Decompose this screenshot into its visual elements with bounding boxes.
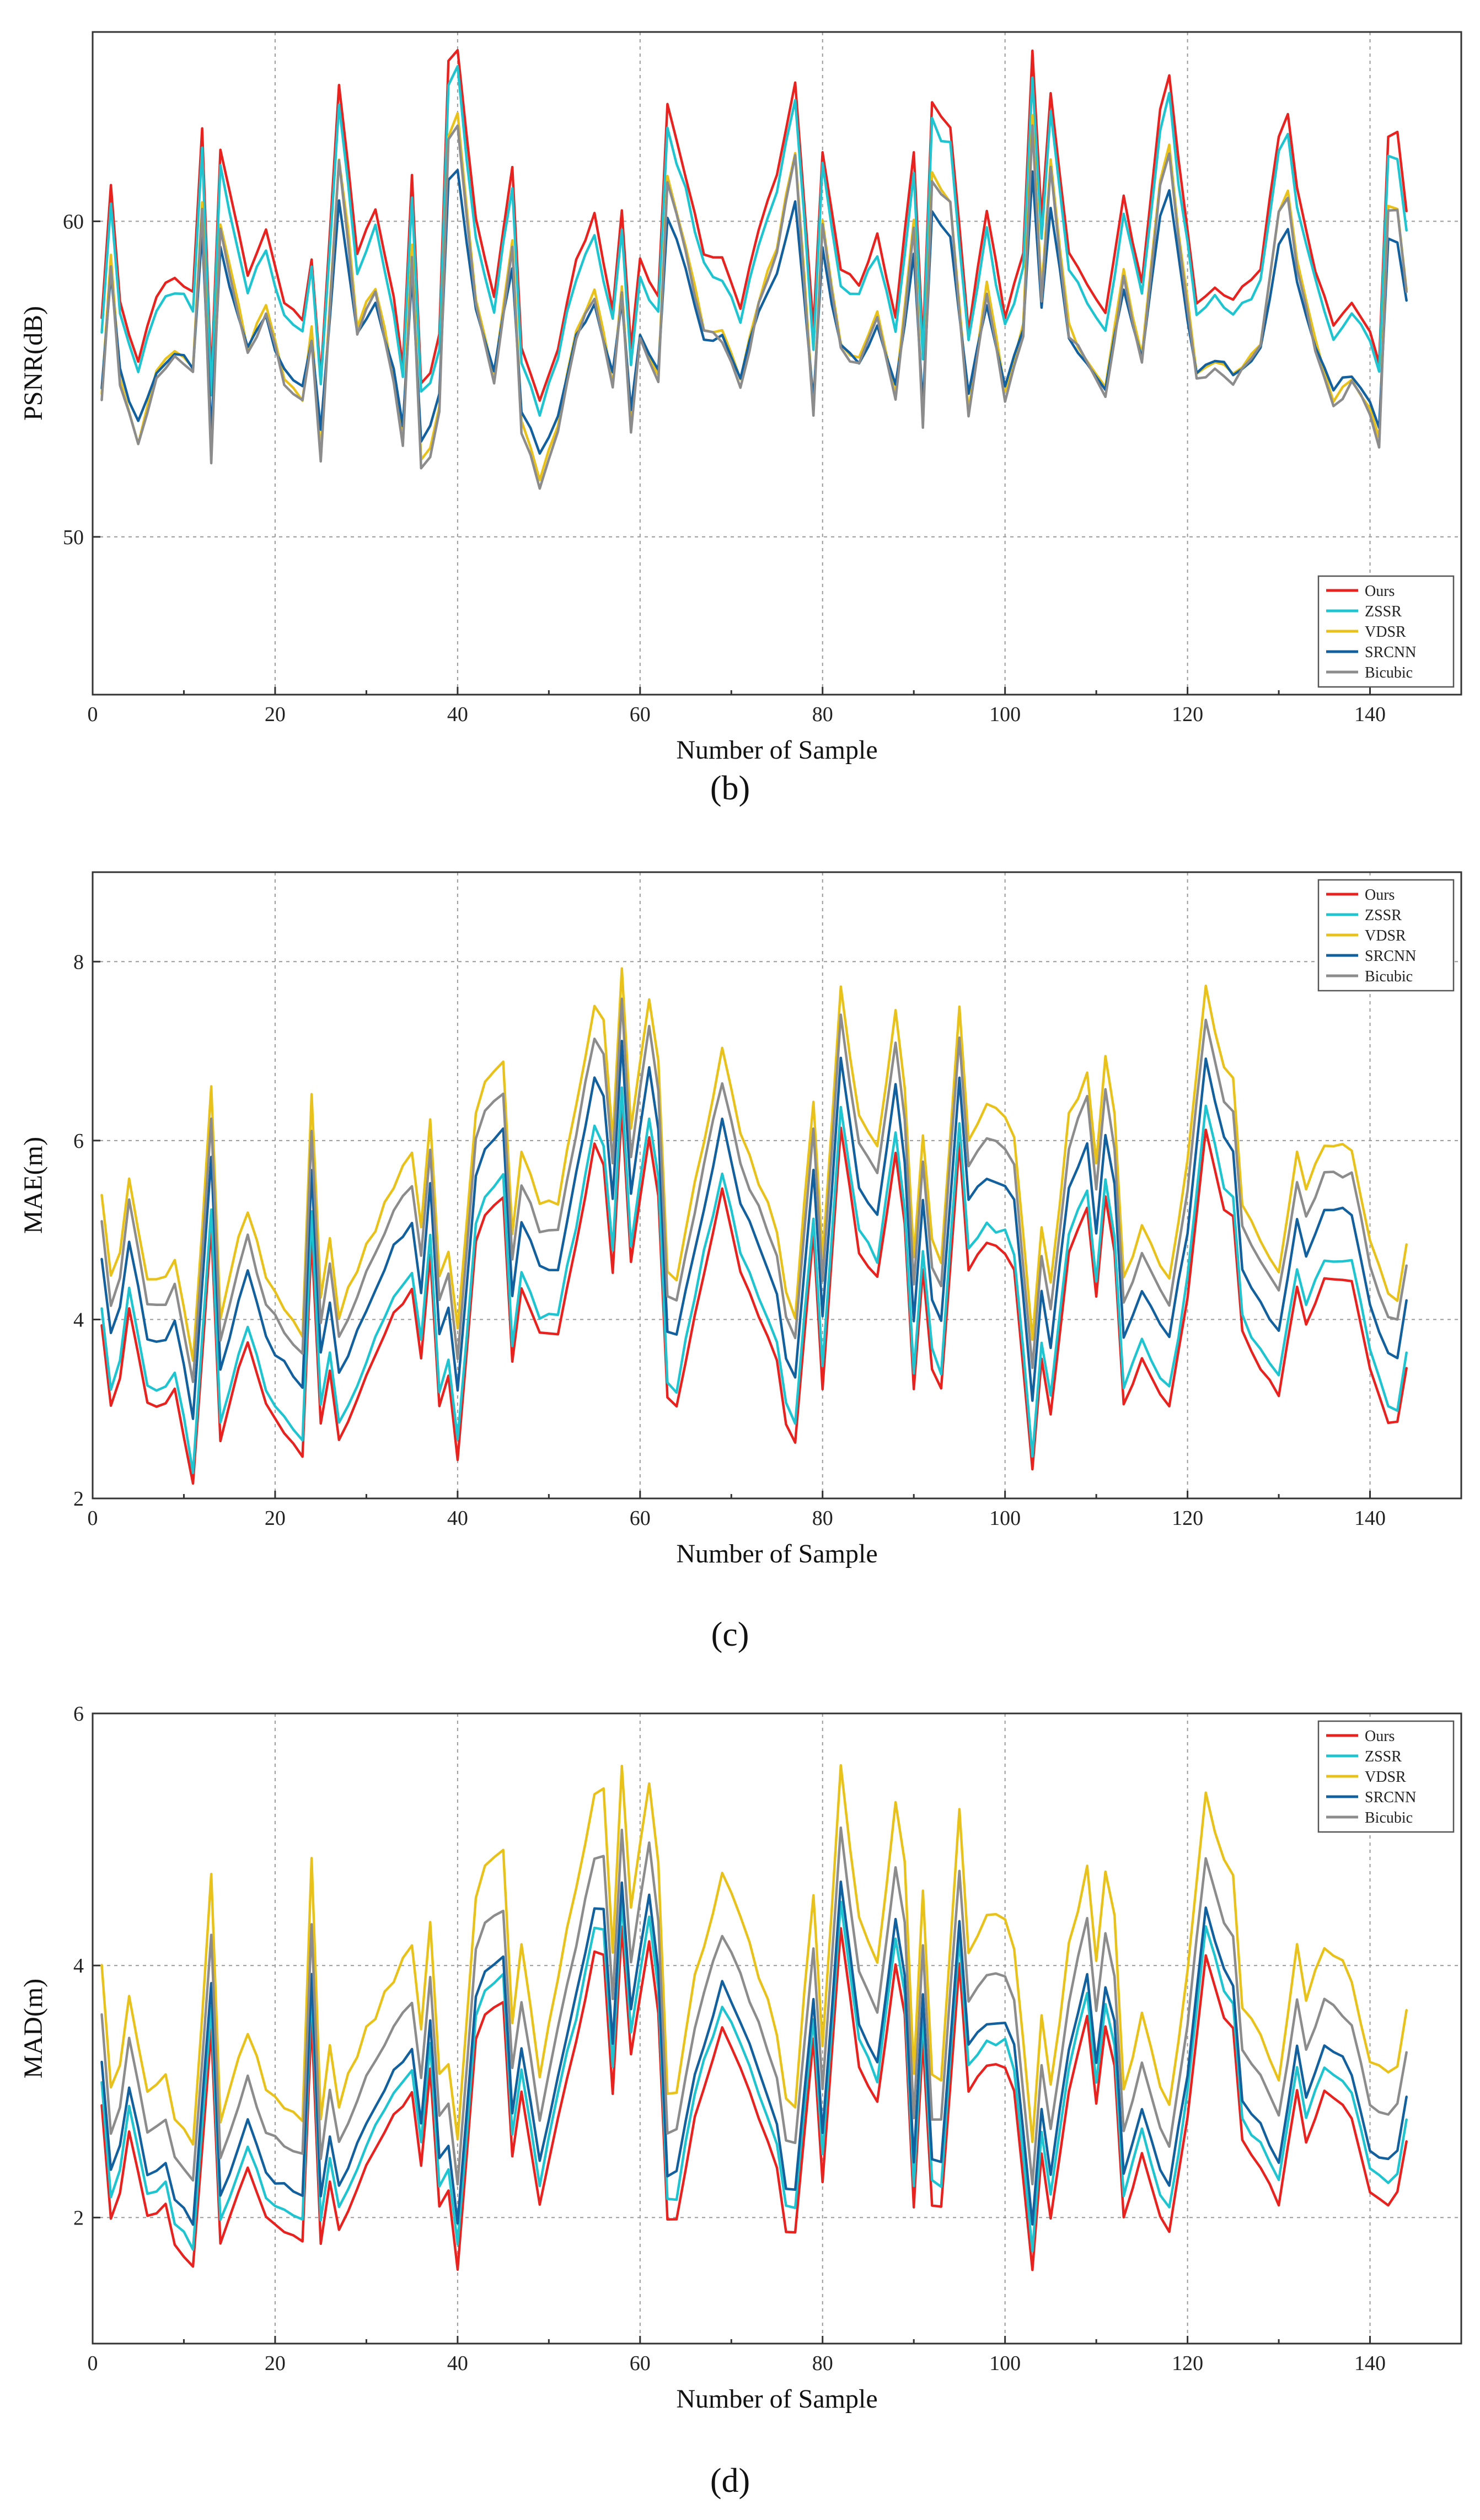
legend: Ours ZSSR VDSR SRCNN Bicubic — [1317, 1720, 1455, 1833]
legend-label: ZSSR — [1365, 907, 1402, 924]
series-line-zssr — [100, 65, 1408, 417]
legend-label: Bicubic — [1365, 664, 1413, 681]
series-line-srcnn — [100, 1880, 1408, 2226]
y-tick-label: 8 — [73, 950, 84, 974]
series-line-vdsr — [100, 1764, 1408, 2146]
series-line-ours — [100, 1106, 1408, 1485]
legend-label: Bicubic — [1365, 1809, 1413, 1826]
legend-label: SRCNN — [1365, 948, 1416, 965]
x-tick-label: 140 — [1354, 703, 1386, 726]
x-axis-label: Number of Sample — [676, 735, 877, 765]
x-tick-label: 120 — [1172, 2352, 1203, 2375]
legend-label: ZSSR — [1365, 603, 1402, 620]
chart-panel-2: 0 20 40 60 80 100 120 140 2 4 6 8 Number of Sample MA… — [19, 871, 1462, 1653]
x-tick-label: 120 — [1172, 703, 1203, 726]
plot-frame — [92, 31, 1462, 696]
x-tick-label: 40 — [447, 1507, 468, 1530]
legend: Ours ZSSR VDSR SRCNN Bicubic — [1317, 879, 1455, 992]
x-tick-label: 40 — [447, 703, 468, 726]
x-tick-label: 100 — [989, 1507, 1021, 1530]
y-tick-label: 60 — [63, 210, 84, 233]
x-tick-label: 120 — [1172, 1507, 1203, 1530]
y-tick-label: 50 — [63, 526, 84, 549]
legend-label: VDSR — [1365, 927, 1406, 944]
series-line-vdsr — [100, 967, 1408, 1362]
series-line-srcnn — [100, 169, 1408, 455]
x-tick-label: 0 — [88, 2352, 98, 2375]
series-line-vdsr — [100, 112, 1408, 481]
x-tick-label: 20 — [265, 1507, 286, 1530]
series-line-srcnn — [100, 1040, 1408, 1420]
x-tick-label: 20 — [265, 703, 286, 726]
legend-label: Bicubic — [1365, 968, 1413, 985]
series-line-bicubic — [100, 124, 1408, 490]
y-tick-label: 2 — [73, 2206, 84, 2229]
y-axis-label: PSNR(dB) — [19, 306, 48, 421]
x-tick-label: 0 — [88, 1507, 98, 1530]
x-tick-label: 80 — [812, 2352, 833, 2375]
x-tick-label: 80 — [812, 703, 833, 726]
series-line-zssr — [100, 1086, 1408, 1474]
x-tick-label: 100 — [989, 2352, 1021, 2375]
y-tick-label: 2 — [73, 1487, 84, 1511]
x-tick-label: 20 — [265, 2352, 286, 2375]
plot-frame — [92, 1712, 1462, 2345]
legend-label: Ours — [1365, 886, 1395, 904]
panel-caption: (b) — [710, 770, 750, 807]
x-tick-label: 140 — [1354, 1507, 1386, 1530]
panel-caption: (d) — [710, 2462, 750, 2500]
x-tick-label: 60 — [630, 703, 651, 726]
x-tick-label: 60 — [630, 2352, 651, 2375]
legend-label: VDSR — [1365, 1769, 1406, 1786]
panel-caption: (c) — [711, 1616, 749, 1653]
legend-label: VDSR — [1365, 624, 1406, 641]
series-line-ours — [100, 49, 1408, 402]
plot-frame — [92, 871, 1462, 1500]
y-axis-label: MAE(m) — [19, 1137, 48, 1234]
legend-label: SRCNN — [1365, 1789, 1416, 1806]
x-axis-label: Number of Sample — [676, 1539, 877, 1568]
y-axis-label: MAD(m) — [19, 1979, 48, 2078]
y-tick-label: 6 — [73, 1130, 84, 1153]
x-tick-label: 40 — [447, 2352, 468, 2375]
legend-label: SRCNN — [1365, 644, 1416, 661]
x-tick-label: 140 — [1354, 2352, 1386, 2375]
legend-label: Ours — [1365, 1728, 1395, 1745]
y-tick-label: 6 — [73, 1702, 84, 1726]
x-tick-label: 80 — [812, 1507, 833, 1530]
x-axis-label: Number of Sample — [676, 2384, 877, 2414]
y-tick-label: 4 — [73, 1954, 84, 1978]
series-line-bicubic — [100, 997, 1408, 1383]
legend-label: ZSSR — [1365, 1748, 1402, 1765]
x-tick-label: 0 — [88, 703, 98, 726]
x-tick-label: 100 — [989, 703, 1021, 726]
chart-panel-3: 0 20 40 60 80 100 120 140 2 4 6 Number of Sample MAD… — [19, 1702, 1462, 2500]
series-line-bicubic — [100, 1826, 1408, 2186]
series-line-zssr — [100, 1899, 1408, 2253]
chart-panel-1: 0 20 40 60 80 100 120 140 50 60 Number of Sample PS… — [19, 31, 1462, 807]
y-tick-label: 4 — [73, 1308, 84, 1331]
x-tick-label: 60 — [630, 1507, 651, 1530]
legend: Ours ZSSR VDSR SRCNN Bicubic — [1317, 575, 1455, 688]
legend-label: Ours — [1365, 583, 1395, 600]
